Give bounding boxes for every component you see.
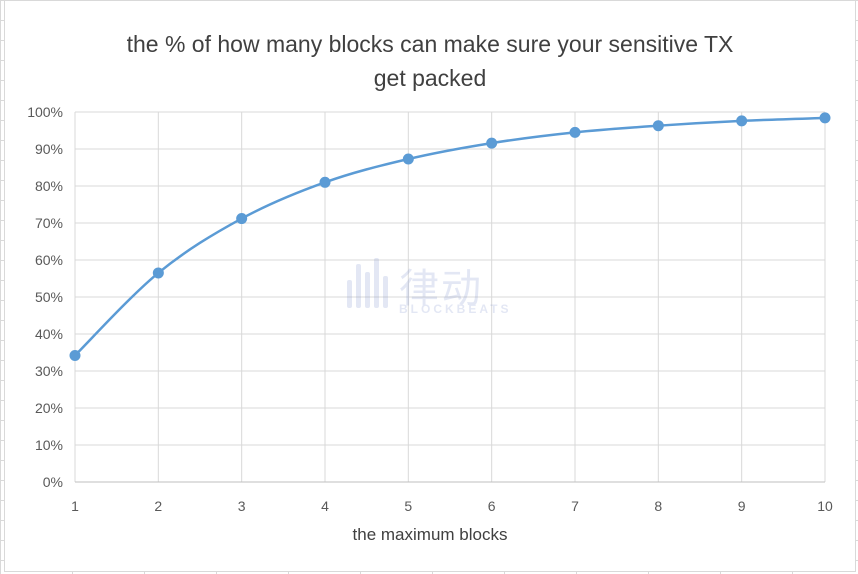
data-point: [69, 349, 81, 361]
data-point: [652, 120, 664, 132]
data-point: [736, 115, 748, 127]
plot-area: 0% 10% 20% 30% 40% 50% 60% 70% 80% 90% 100% 1 2 3 4 5 6 7…: [27, 104, 833, 514]
y-tick-label: 10%: [35, 437, 63, 453]
data-point: [152, 267, 164, 279]
x-tick-label: 7: [571, 498, 579, 514]
y-tick-label: 0%: [43, 474, 63, 490]
x-tick-label: 3: [238, 498, 246, 514]
y-tick-label: 80%: [35, 178, 63, 194]
y-tick-label: 100%: [27, 104, 63, 120]
x-tick-label: 10: [817, 498, 833, 514]
x-tick-label: 4: [321, 498, 329, 514]
x-tick-label: 1: [71, 498, 79, 514]
blockbeats-logo-icon: [345, 258, 391, 318]
data-point: [319, 176, 331, 188]
blockbeats-watermark: 律动 BLOCKBEATS: [345, 256, 525, 320]
x-tick-label: 6: [488, 498, 496, 514]
y-tick-label: 30%: [35, 363, 63, 379]
data-point: [402, 153, 414, 165]
data-point: [819, 112, 831, 124]
chart-title-line-2: get packed: [373, 65, 487, 91]
x-axis-label: the maximum blocks: [352, 525, 508, 544]
y-tick-label: 50%: [35, 289, 63, 305]
data-point: [236, 213, 248, 225]
series-line: [73, 116, 827, 357]
x-tick-label: 9: [738, 498, 746, 514]
watermark-en-text: BLOCKBEATS: [399, 302, 512, 316]
watermark-cn-text: 律动: [399, 266, 483, 312]
y-tick-label: 90%: [35, 141, 63, 157]
data-point: [569, 126, 581, 138]
y-tick-label: 60%: [35, 252, 63, 268]
y-tick-label: 40%: [35, 326, 63, 342]
data-point: [486, 137, 498, 149]
y-tick-label: 20%: [35, 400, 63, 416]
chart-title-line-1: the % of how many blocks can make sure y…: [126, 31, 734, 57]
x-tick-label: 2: [154, 498, 162, 514]
chart-area[interactable]: the % of how many blocks can make sure y…: [4, 0, 856, 572]
y-tick-label: 70%: [35, 215, 63, 231]
x-tick-label: 5: [404, 498, 412, 514]
x-tick-label: 8: [654, 498, 662, 514]
